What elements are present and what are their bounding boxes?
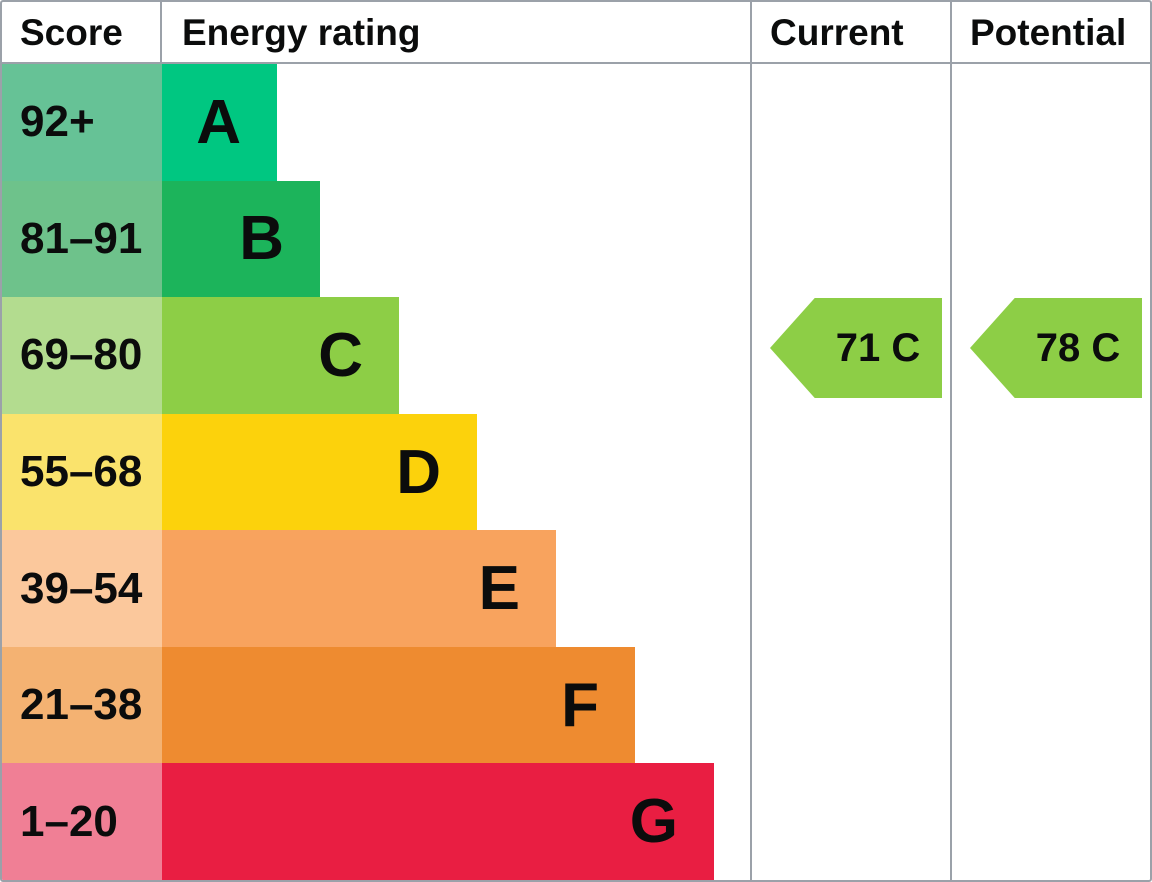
band-row-a: 92+ A [2, 64, 1150, 181]
header-cell-score: Score [2, 2, 162, 62]
potential-rating-label: 78 C [1035, 325, 1121, 370]
header-cell-energy-rating: Energy rating [162, 2, 748, 62]
score-range-label: 55–68 [20, 447, 143, 497]
header-row: Score Energy rating Current Potential [2, 2, 1150, 64]
band-letter: E [478, 554, 520, 624]
score-range-cell-g: 1–20 [2, 763, 162, 880]
band-letter: B [239, 204, 284, 274]
score-header-label: Score [20, 11, 123, 53]
current-rating-label: 71 C [835, 325, 921, 370]
potential-header-label: Potential [970, 11, 1127, 53]
header-cell-current: Current [748, 2, 948, 62]
potential-column-divider [950, 2, 952, 880]
band-row-g: 1–20 G [2, 763, 1150, 880]
band-letter: A [196, 87, 241, 157]
band-rows: 92+ A 81–91 B 69–80 C 55–68 [2, 64, 1150, 880]
energy-rating-header-label: Energy rating [182, 11, 421, 53]
current-column-divider [750, 2, 752, 880]
band-letter: D [396, 437, 441, 507]
band-row-d: 55–68 D [2, 413, 1150, 531]
rating-bar-f: F [162, 646, 635, 764]
rating-bar-d: D [162, 413, 477, 531]
rating-bar-g: G [162, 763, 714, 880]
score-range-cell-d: 55–68 [2, 413, 162, 531]
score-range-cell-e: 39–54 [2, 530, 162, 647]
rating-bar-a: A [162, 64, 277, 181]
rating-bar-c: C [162, 297, 399, 414]
band-row-e: 39–54 E [2, 530, 1150, 647]
band-letter: G [629, 787, 678, 857]
band-row-f: 21–38 F [2, 646, 1150, 764]
score-range-label: 69–80 [20, 330, 143, 380]
score-range-cell-b: 81–91 [2, 180, 162, 298]
header-cell-potential: Potential [948, 2, 1144, 62]
current-header-label: Current [770, 11, 904, 53]
score-range-label: 21–38 [20, 680, 143, 730]
band-row-b: 81–91 B [2, 180, 1150, 298]
score-range-cell-a: 92+ [2, 64, 162, 181]
band-letter: C [318, 320, 363, 390]
score-range-cell-c: 69–80 [2, 297, 162, 414]
score-range-label: 1–20 [20, 796, 118, 846]
score-range-label: 39–54 [20, 563, 143, 613]
rating-bar-e: E [162, 530, 556, 647]
rating-bar-b: B [162, 180, 320, 298]
band-letter: F [561, 670, 599, 740]
score-range-label: 81–91 [20, 213, 143, 263]
score-range-label: 92+ [20, 97, 95, 147]
score-range-cell-f: 21–38 [2, 646, 162, 764]
band-row-c: 69–80 C [2, 297, 1150, 414]
